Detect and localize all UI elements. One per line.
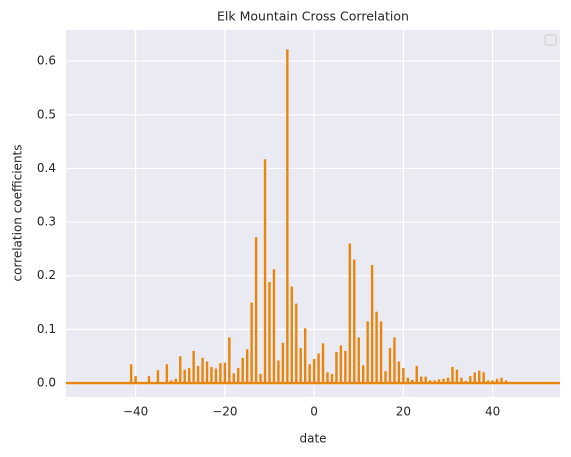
y-tick-label: 0.5 <box>37 107 56 121</box>
y-tick-label: 0.3 <box>37 215 56 229</box>
y-tick-label: 0.1 <box>37 322 56 336</box>
y-tick-label: 0.0 <box>37 376 56 390</box>
chart-title: Elk Mountain Cross Correlation <box>217 9 409 24</box>
y-tick-label: 0.6 <box>37 54 56 68</box>
y-tick-label: 0.4 <box>37 161 56 175</box>
grid <box>66 30 560 397</box>
plot-area <box>66 30 560 397</box>
y-axis-label: correlation coefficients <box>11 144 25 281</box>
marks <box>66 49 560 385</box>
x-tick-label: −40 <box>123 405 148 419</box>
x-axis-label: date <box>299 432 326 446</box>
legend <box>544 34 557 46</box>
x-tick-label: 40 <box>485 405 500 419</box>
x-tick-label: 20 <box>396 405 411 419</box>
y-tick-label: 0.2 <box>37 268 56 282</box>
x-tick-label: 0 <box>310 405 318 419</box>
x-tick-label: −20 <box>212 405 237 419</box>
